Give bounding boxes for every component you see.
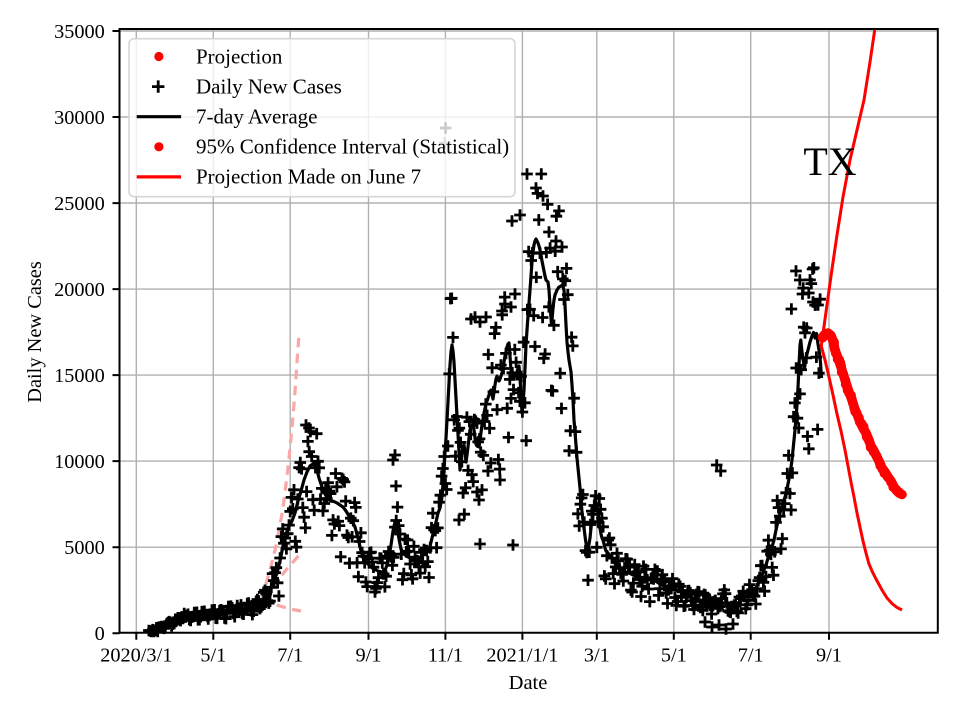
- svg-text:2020/3/1: 2020/3/1: [100, 644, 172, 666]
- svg-text:5/1: 5/1: [661, 644, 687, 666]
- svg-text:5/1: 5/1: [200, 644, 226, 666]
- svg-text:95% Confidence Interval (Stati: 95% Confidence Interval (Statistical): [196, 135, 509, 159]
- svg-text:35000: 35000: [54, 21, 105, 43]
- svg-text:Daily New Cases: Daily New Cases: [196, 74, 342, 98]
- svg-text:7/1: 7/1: [277, 644, 303, 666]
- svg-text:Projection Made on June 7: Projection Made on June 7: [196, 165, 421, 189]
- svg-text:30000: 30000: [54, 107, 105, 129]
- svg-text:15000: 15000: [54, 365, 105, 387]
- svg-text:9/1: 9/1: [356, 644, 382, 666]
- svg-text:7-day Average: 7-day Average: [196, 105, 317, 129]
- svg-text:25000: 25000: [54, 193, 105, 215]
- svg-text:11/1: 11/1: [428, 644, 463, 666]
- svg-text:10000: 10000: [54, 451, 105, 473]
- svg-text:TX: TX: [803, 139, 856, 184]
- svg-text:Projection: Projection: [196, 44, 283, 68]
- svg-text:5000: 5000: [64, 537, 105, 559]
- svg-text:7/1: 7/1: [738, 644, 764, 666]
- svg-text:9/1: 9/1: [816, 644, 842, 666]
- svg-text:Date: Date: [509, 672, 548, 694]
- svg-text:3/1: 3/1: [584, 644, 610, 666]
- svg-text:20000: 20000: [54, 279, 105, 301]
- svg-text:2021/1/1: 2021/1/1: [486, 644, 558, 666]
- svg-text:Daily New Cases: Daily New Cases: [24, 261, 46, 403]
- svg-text:0: 0: [95, 623, 105, 645]
